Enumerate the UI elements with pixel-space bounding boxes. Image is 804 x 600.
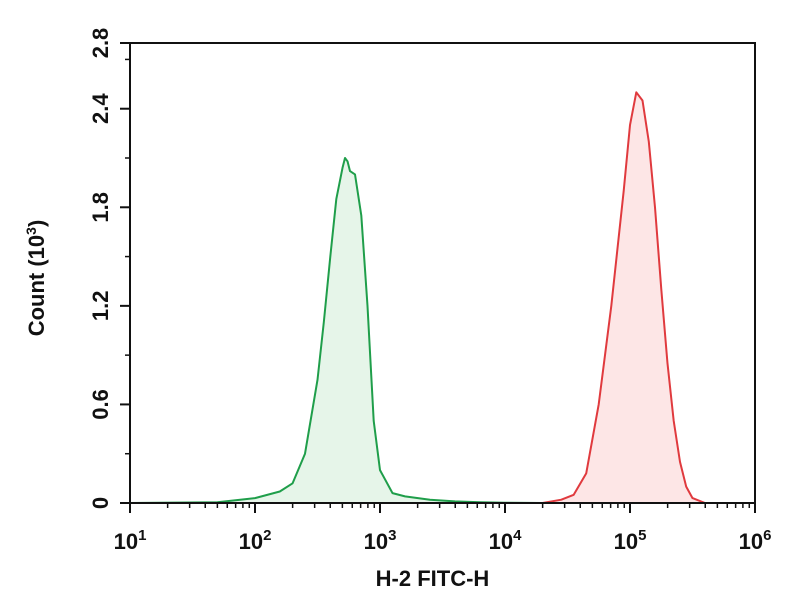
y-tick-label: 0.6 (88, 389, 113, 420)
y-tick-label: 0 (88, 497, 113, 509)
x-tick-label: 105 (614, 527, 647, 554)
x-tick-label: 101 (114, 527, 147, 554)
histogram-line-2 (542, 91, 706, 504)
x-tick-label: 102 (239, 527, 272, 554)
y-tick-label: 2.8 (88, 28, 113, 59)
y-tick-label: 2.4 (88, 93, 113, 124)
x-tick-label: 103 (364, 527, 397, 554)
y-tick-label: 1.8 (88, 192, 113, 223)
x-tick-label: 104 (489, 527, 522, 554)
histogram-line-1 (129, 157, 543, 504)
plot-frame (129, 42, 756, 504)
y-tick-label: 1.2 (88, 291, 113, 322)
x-tick-label: 106 (739, 527, 772, 554)
y-axis-title-close: ) (24, 220, 49, 227)
y-axis-title-superscript: 3 (23, 227, 39, 235)
x-axis-title: H-2 FITC-H (376, 566, 490, 591)
plot-area (129, 91, 706, 504)
y-axis-title-main: Count (10 (24, 235, 49, 336)
histogram-fill-1 (130, 158, 543, 503)
axes: 101 102 103 104 105 106 0 0.6 1.2 1.8 2.4 2.8 (88, 28, 771, 554)
y-axis-title: Count (103) (23, 220, 49, 337)
histogram-fill-2 (542, 92, 705, 504)
